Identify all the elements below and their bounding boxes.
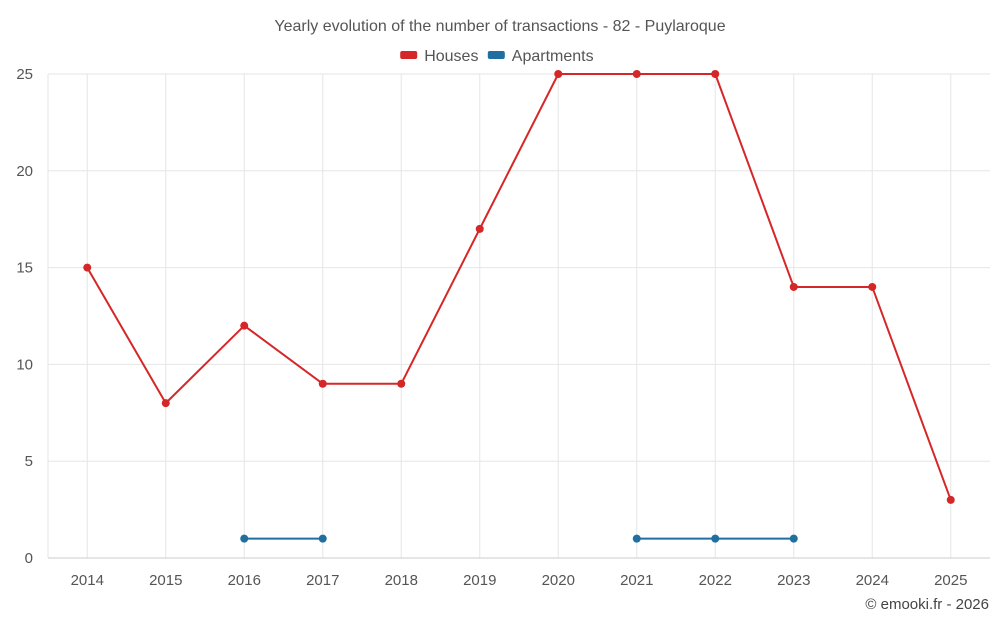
data-point-apartments-2017 — [318, 534, 327, 543]
x-tick-label-2024: 2024 — [856, 572, 889, 589]
data-point-apartments-2023 — [789, 534, 798, 543]
y-tick-label-15: 15 — [16, 260, 33, 277]
data-point-houses-2016 — [240, 321, 249, 330]
data-point-houses-2021 — [632, 70, 641, 78]
x-tick-label-2018: 2018 — [385, 572, 418, 589]
x-tick-label-2017: 2017 — [306, 572, 339, 589]
data-point-apartments-2016 — [240, 534, 249, 543]
x-tick-label-2014: 2014 — [71, 572, 104, 589]
data-point-houses-2019 — [475, 224, 484, 233]
chart-title: Yearly evolution of the number of transa… — [274, 18, 725, 35]
x-tick-label-2016: 2016 — [228, 572, 261, 589]
grid — [47, 73, 990, 558]
x-tick-label-2019: 2019 — [463, 572, 496, 589]
y-tick-label-0: 0 — [25, 550, 33, 567]
data-point-houses-2020 — [554, 70, 563, 78]
data-point-houses-2025 — [946, 495, 955, 504]
series-line-houses — [86, 73, 952, 501]
legend-item-houses[interactable]: Houses — [400, 48, 478, 65]
data-point-houses-2023 — [789, 282, 798, 291]
x-tick-label-2015: 2015 — [149, 572, 182, 589]
y-tick-label-10: 10 — [16, 356, 33, 373]
data-point-houses-2024 — [868, 282, 877, 291]
legend-swatch-houses — [400, 51, 418, 59]
series-houses — [83, 70, 955, 504]
data-point-apartments-2022 — [711, 534, 720, 543]
legend-item-apartments[interactable]: Apartments — [487, 48, 594, 65]
legend-label-apartments: Apartments — [512, 48, 594, 65]
y-tick-label-5: 5 — [25, 453, 33, 470]
data-point-houses-2015 — [161, 399, 170, 408]
data-point-houses-2017 — [318, 379, 327, 388]
series-apartments — [240, 534, 798, 543]
x-tick-label-2025: 2025 — [934, 572, 967, 589]
data-point-houses-2018 — [397, 379, 406, 388]
x-tick-label-2020: 2020 — [542, 572, 575, 589]
legend-swatch-apartments — [487, 51, 505, 59]
x-tick-label-2022: 2022 — [699, 572, 732, 589]
credit-text: © emooki.fr - 2026 — [865, 596, 989, 613]
data-point-houses-2014 — [83, 263, 92, 272]
data-point-apartments-2021 — [632, 534, 641, 543]
y-tick-label-25: 25 — [16, 66, 33, 83]
y-tick-label-20: 20 — [16, 163, 33, 180]
x-tick-label-2021: 2021 — [620, 572, 653, 589]
legend-label-houses: Houses — [424, 48, 478, 65]
series-layer — [83, 70, 955, 543]
legend: Houses Apartments — [400, 48, 594, 65]
x-tick-label-2023: 2023 — [777, 572, 810, 589]
data-point-houses-2022 — [711, 70, 720, 78]
